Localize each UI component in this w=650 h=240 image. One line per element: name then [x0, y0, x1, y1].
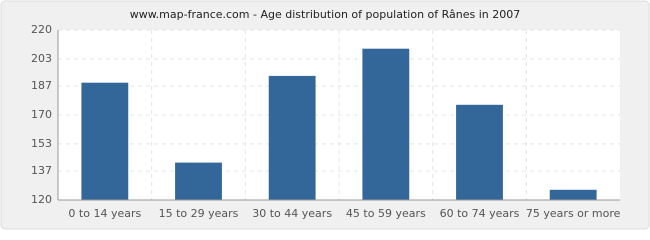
x-tick-label: 75 years or more [526, 207, 621, 220]
bar [175, 162, 222, 200]
x-tick-label: 30 to 44 years [252, 207, 332, 220]
y-tick-label: 137 [31, 164, 52, 177]
y-tick-label: 187 [31, 79, 52, 92]
x-tick-label: 60 to 74 years [440, 207, 520, 220]
bar [549, 189, 597, 200]
y-tick-label: 170 [31, 108, 52, 121]
bar [456, 104, 503, 200]
chart: www.map-france.com - Age distribution of… [0, 0, 650, 230]
y-tick-label: 153 [31, 137, 52, 150]
x-tick-label: 15 to 29 years [159, 207, 239, 220]
x-tick-label: 45 to 59 years [346, 207, 426, 220]
bar [81, 82, 129, 200]
page: www.map-france.com - Age distribution of… [0, 0, 650, 230]
y-tick-label: 220 [31, 23, 52, 36]
bar [362, 48, 410, 201]
y-tick-label: 203 [31, 52, 52, 65]
chart-title: www.map-france.com - Age distribution of… [130, 8, 521, 21]
bar [268, 75, 316, 200]
x-tick-label: 0 to 14 years [68, 207, 141, 220]
y-tick-label: 120 [31, 193, 52, 206]
